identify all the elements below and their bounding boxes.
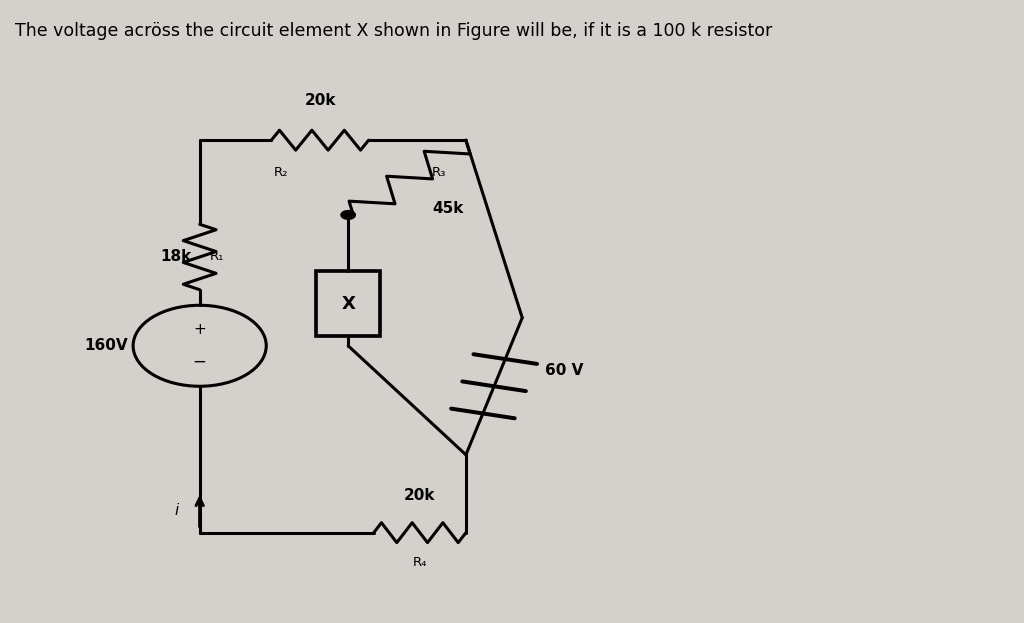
Text: R₂: R₂ [273, 166, 288, 179]
Text: 20k: 20k [404, 488, 435, 503]
Text: The voltage acröss the circuit element X shown in Figure will be, if it is a 100: The voltage acröss the circuit element X… [15, 22, 773, 40]
Text: 18k: 18k [160, 249, 191, 265]
Text: 60 V: 60 V [545, 363, 583, 378]
Text: R₄: R₄ [413, 556, 427, 569]
Text: 45k: 45k [432, 201, 464, 216]
Text: −: − [193, 353, 207, 371]
Text: R₁: R₁ [210, 250, 224, 264]
Text: +: + [194, 322, 206, 337]
Text: 160V: 160V [84, 338, 128, 353]
Text: R₃: R₃ [432, 166, 446, 179]
Text: X: X [341, 295, 355, 313]
Text: 20k: 20k [304, 93, 336, 108]
Text: i: i [175, 503, 179, 518]
Circle shape [341, 211, 355, 219]
